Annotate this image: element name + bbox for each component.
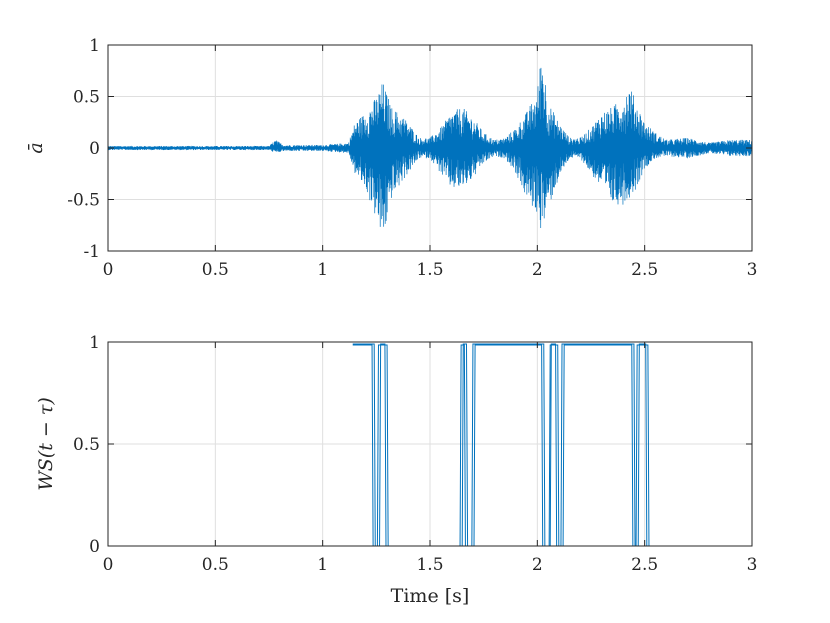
y-tick-label: 0 [89,139,100,159]
bottom-subplot: 0 0.5 1 1.5 2 2.5 3 0 0.5 1 WS(t − τ) Time [s] [35,333,757,607]
x-tick-label: 1 [317,555,328,575]
x-tick-label: 2.5 [631,260,658,280]
y-tick-label: 1 [89,36,100,56]
y-tick-label: -0.5 [67,191,100,211]
y-tick-label: 0 [89,537,100,557]
y-tick-label: -1 [83,242,100,262]
y-axis-label: ā [25,142,47,153]
x-axis-label: Time [s] [391,585,470,607]
top-subplot: 0 0.5 1 1.5 2 2.5 3 -1 -0.5 0 0.5 1 ā [25,36,757,280]
y-axis-label: WS(t − τ) [35,397,57,491]
x-tick-label: 0.5 [202,260,229,280]
y-tick-label: 0.5 [73,435,100,455]
x-tick-label: 1 [317,260,328,280]
x-tick-label: 2 [532,260,543,280]
y-tick-label: 0.5 [73,88,100,108]
x-tick-label: 3 [747,260,758,280]
signal-line [107,67,753,229]
x-tick-label: 2.5 [631,555,658,575]
y-tick-label: 1 [89,333,100,353]
x-tick-label: 1.5 [416,555,443,575]
x-tick-label: 1.5 [416,260,443,280]
x-tick-label: 0 [103,260,114,280]
x-tick-label: 0.5 [202,555,229,575]
x-tick-label: 0 [103,555,114,575]
x-tick-label: 3 [747,555,758,575]
x-tick-label: 2 [532,555,543,575]
